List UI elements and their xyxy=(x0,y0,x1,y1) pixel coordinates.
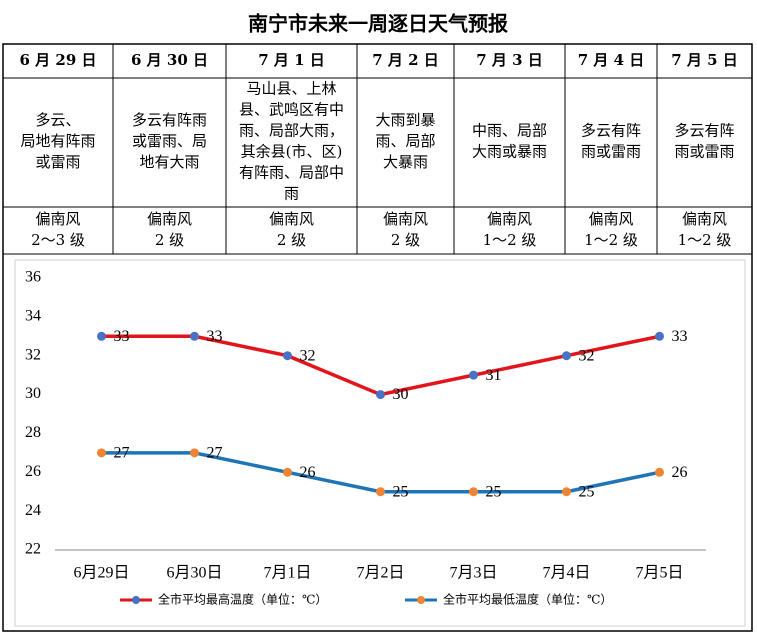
point xyxy=(283,351,292,361)
value-label: 27 xyxy=(207,445,223,462)
value-label: 33 xyxy=(207,328,223,345)
series-line xyxy=(101,334,660,397)
point xyxy=(97,448,106,458)
weather-text: 多云有阵雨 xyxy=(132,111,207,129)
weather-text: 局地有阵雨 xyxy=(20,132,95,150)
weather-text: 雨、局部 xyxy=(375,132,435,150)
weather-text: 多云有阵 xyxy=(581,122,641,140)
y-tick-label: 34 xyxy=(25,308,41,325)
weather-text: 雨或雷雨 xyxy=(674,143,734,161)
value-label: 25 xyxy=(393,483,409,500)
header-cell: 7 月 2 日 xyxy=(372,51,439,69)
point xyxy=(376,487,385,497)
point xyxy=(469,370,478,380)
weather-text: 有阵雨、局部中 xyxy=(239,164,344,182)
series-line xyxy=(101,451,660,494)
point xyxy=(562,487,571,497)
y-tick-label: 28 xyxy=(25,424,41,441)
wind-text: 偏南风 xyxy=(147,210,192,228)
header-cell: 7 月 1 日 xyxy=(258,51,325,69)
value-label: 33 xyxy=(114,328,130,345)
wind-text: 偏南风 xyxy=(269,210,314,228)
weather-text: 大暴雨 xyxy=(383,153,428,171)
point xyxy=(655,331,664,341)
y-tick-label: 24 xyxy=(25,502,41,519)
header-cell: 7 月 5 日 xyxy=(671,51,738,69)
weather-text: 大雨到暴 xyxy=(375,111,435,129)
wind-text: 2～3 级 xyxy=(31,231,85,249)
weather-text: 雨 xyxy=(284,185,299,203)
weather-text: 中雨、局部 xyxy=(472,122,547,140)
point xyxy=(655,467,664,477)
x-tick-label: 7月5日 xyxy=(635,565,683,582)
point xyxy=(190,331,199,341)
wind-text: 2 级 xyxy=(155,231,184,249)
weather-text: 或雷雨、局 xyxy=(132,132,207,150)
wind-text: 1～2 级 xyxy=(584,231,638,249)
value-label: 30 xyxy=(393,386,409,403)
header-cell: 6 月 29 日 xyxy=(20,51,97,69)
wind-text: 1～2 级 xyxy=(678,231,732,249)
y-tick-label: 26 xyxy=(25,463,41,480)
wind-text: 偏南风 xyxy=(682,210,727,228)
weather-text: 县、武鸣区有中 xyxy=(239,101,344,119)
header-cell: 6 月 30 日 xyxy=(131,51,208,69)
wind-text: 偏南风 xyxy=(487,210,532,228)
point xyxy=(469,487,478,497)
chart-box xyxy=(14,259,746,627)
weather-text: 雨或雷雨 xyxy=(581,143,641,161)
legend-label: 全市平均最高温度（单位：℃） xyxy=(158,592,327,607)
y-tick-label: 30 xyxy=(25,385,41,402)
value-label: 26 xyxy=(672,464,688,481)
weather-text: 其余县(市、区) xyxy=(241,143,343,161)
legend-marker xyxy=(132,596,140,604)
header-cell: 7 月 3 日 xyxy=(476,51,543,69)
weather-text: 多云有阵 xyxy=(674,122,734,140)
wind-text: 偏南风 xyxy=(35,210,80,228)
wind-text: 2 级 xyxy=(391,231,420,249)
value-label: 25 xyxy=(486,483,502,500)
value-label: 25 xyxy=(579,483,595,500)
header-cell: 7 月 4 日 xyxy=(578,51,645,69)
weather-text: 或雷雨 xyxy=(35,153,80,171)
frame xyxy=(2,43,753,632)
point xyxy=(97,331,106,341)
x-tick-label: 7月3日 xyxy=(449,565,497,582)
wind-text: 偏南风 xyxy=(383,210,428,228)
weather-text: 雨、局部大雨， xyxy=(239,122,344,140)
x-tick-label: 7月2日 xyxy=(356,565,404,582)
value-label: 31 xyxy=(486,367,502,384)
weather-text: 多云、 xyxy=(35,111,80,129)
wind-text: 2 级 xyxy=(277,231,306,249)
value-label: 26 xyxy=(300,464,316,481)
legend-label: 全市平均最低温度（单位：℃） xyxy=(443,592,612,607)
point xyxy=(376,390,385,400)
x-tick-label: 6月29日 xyxy=(73,565,129,582)
weather-text: 大雨或暴雨 xyxy=(472,143,547,161)
point xyxy=(190,448,199,458)
y-tick-label: 22 xyxy=(25,541,41,558)
x-tick-label: 6月30日 xyxy=(166,565,222,582)
weather-text: 地有大雨 xyxy=(139,153,199,171)
value-label: 33 xyxy=(672,328,688,345)
y-tick-label: 32 xyxy=(25,346,41,363)
point xyxy=(562,351,571,361)
page-title: 南宁市未来一周逐日天气预报 xyxy=(248,12,508,36)
value-label: 27 xyxy=(114,445,130,462)
point xyxy=(283,467,292,477)
wind-text: 偏南风 xyxy=(588,210,633,228)
x-tick-label: 7月1日 xyxy=(263,565,311,582)
y-tick-label: 36 xyxy=(25,269,41,286)
wind-text: 1～2 级 xyxy=(483,231,537,249)
value-label: 32 xyxy=(579,347,595,364)
legend-marker xyxy=(417,596,425,604)
weather-text: 马山县、上林 xyxy=(246,80,336,98)
x-tick-label: 7月4日 xyxy=(542,565,590,582)
value-label: 32 xyxy=(300,347,316,364)
